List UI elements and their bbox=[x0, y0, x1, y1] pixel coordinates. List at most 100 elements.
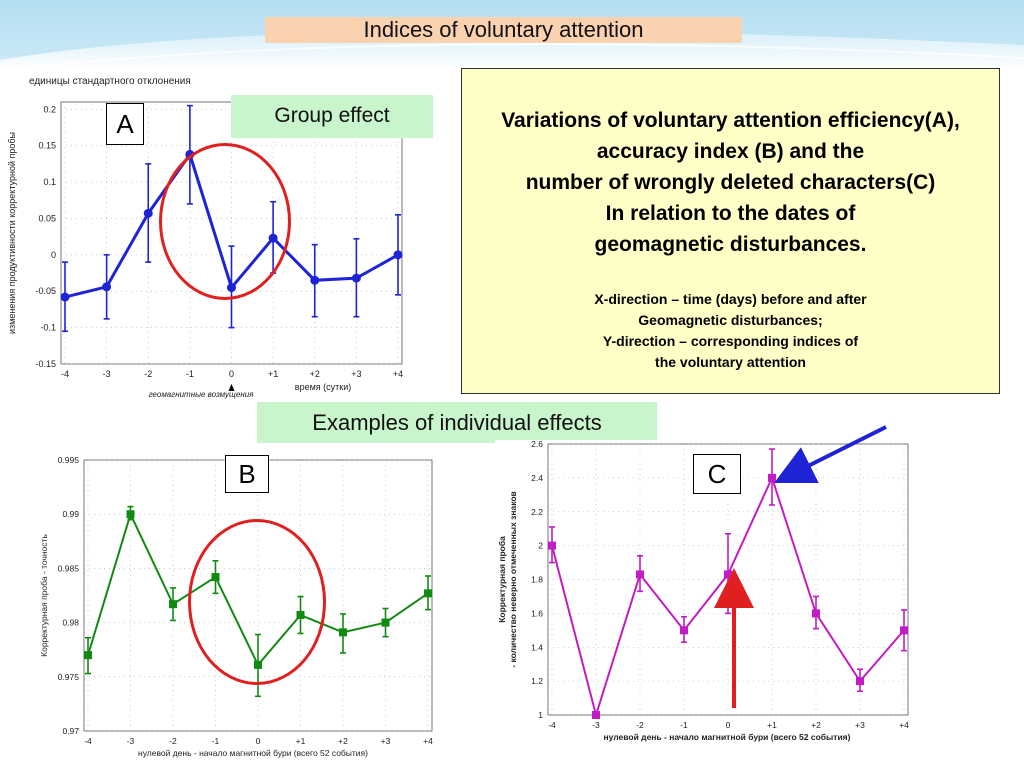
chart-c-ytick-label: 1.2 bbox=[531, 676, 543, 686]
chart-a-ytick-label: 0.2 bbox=[43, 104, 56, 114]
highlight-ellipse-a bbox=[159, 143, 291, 300]
chart-c-ytick-label: 2.4 bbox=[531, 473, 543, 483]
chart-a-point bbox=[393, 250, 403, 260]
chart-b-ytick-label: 0.98 bbox=[62, 618, 79, 628]
panel-letter-b: B bbox=[225, 455, 269, 493]
chart-c-ylabel: Корректурная проба bbox=[497, 536, 507, 623]
info-box: Variations of voluntary attention effici… bbox=[461, 68, 1000, 394]
chart-a-ytick-label: -0.1 bbox=[40, 323, 56, 333]
chart-c-ytick-label: 2.6 bbox=[531, 439, 543, 449]
chart-c-point bbox=[592, 711, 600, 719]
chart-b-point bbox=[126, 510, 135, 519]
chart-c-xtick-label: +4 bbox=[899, 720, 909, 730]
blue-arrow bbox=[774, 425, 887, 483]
chart-a-ytick-label: 0 bbox=[51, 250, 56, 260]
chart-a-ytick-label: 0.15 bbox=[38, 141, 56, 151]
individual-effects-label: Examples of individual effects bbox=[257, 402, 657, 443]
chart-b-point bbox=[169, 600, 177, 609]
chart-c-xtick-label: +1 bbox=[767, 720, 777, 730]
chart-a-ytick-label: -0.05 bbox=[35, 286, 56, 296]
highlight-ellipse-b bbox=[188, 519, 326, 685]
chart-b-point bbox=[84, 651, 92, 660]
chart-a-xtick-label: +1 bbox=[268, 369, 278, 379]
chart-a-xlabel: время (сутки) bbox=[295, 382, 351, 392]
info-note-line-4: the voluntary attention bbox=[655, 354, 806, 370]
chart-c-point bbox=[636, 570, 644, 579]
chart-c-ytick-label: 1.4 bbox=[531, 642, 543, 652]
chart-c-ytick-label: 2 bbox=[538, 541, 543, 551]
chart-c-point bbox=[856, 677, 864, 686]
chart-c-point bbox=[548, 541, 556, 550]
chart-b-ylabel: Корректурная проба - точность bbox=[39, 534, 49, 657]
info-main-line-5: geomagnetic disturbances. bbox=[594, 233, 867, 256]
chart-a-xtick-label: -1 bbox=[186, 369, 194, 379]
chart-a-xtick-label: -2 bbox=[144, 369, 152, 379]
chart-a-point bbox=[143, 208, 153, 218]
chart-a-xtick-label: 0 bbox=[229, 369, 234, 379]
chart-b-xtick-label: +2 bbox=[338, 736, 348, 746]
chart-a-ylabel: изменения продуктивности корректурной пр… bbox=[7, 132, 17, 334]
chart-c-xtick-label: +2 bbox=[811, 720, 821, 730]
chart-c-point bbox=[812, 609, 820, 618]
chart-c-point bbox=[680, 626, 688, 635]
chart-b-ytick-label: 0.99 bbox=[62, 509, 79, 519]
chart-c-ylabel-2: - количество неверно отмеченных знаков bbox=[508, 491, 518, 668]
chart-b-xtick-label: 0 bbox=[256, 736, 261, 746]
chart-b-xtick-label: +3 bbox=[381, 736, 391, 746]
chart-b-ytick-label: 0.995 bbox=[58, 455, 80, 465]
chart-c-xtick-label: -2 bbox=[636, 720, 644, 730]
chart-a-xtick-label: +2 bbox=[310, 369, 320, 379]
chart-a-xtick-label: +3 bbox=[351, 369, 361, 379]
chart-a-ytick-label: 0.1 bbox=[43, 177, 56, 187]
chart-b-ytick-label: 0.985 bbox=[58, 563, 80, 573]
info-note-line-2: Geomagnetic disturbances; bbox=[638, 312, 823, 328]
chart-a-ytick-label: 0.05 bbox=[38, 213, 56, 223]
chart-a-point bbox=[310, 275, 320, 285]
chart-a-x-annotation: геомагнитные возмущения bbox=[149, 390, 255, 399]
info-main-line-4: In relation to the dates of bbox=[605, 202, 856, 225]
chart-c-point bbox=[768, 473, 776, 482]
chart-c-ytick-label: 1.6 bbox=[531, 608, 543, 618]
chart-a-xtick-label: +4 bbox=[393, 369, 403, 379]
panel-letter-a: A bbox=[106, 103, 144, 145]
chart-b-xtick-label: +1 bbox=[296, 736, 306, 746]
chart-c-ytick-label: 1 bbox=[538, 710, 543, 720]
chart-a-xtick-label: -3 bbox=[103, 369, 111, 379]
chart-b-ytick-label: 0.97 bbox=[62, 726, 79, 736]
info-note-line-3: Y-direction – corresponding indices of bbox=[602, 333, 859, 349]
chart-b-xtick-label: -4 bbox=[84, 736, 92, 746]
chart-b-point bbox=[339, 628, 347, 637]
chart-a-title: единицы стандартного отклонения bbox=[29, 76, 191, 87]
chart-b-point bbox=[424, 589, 432, 598]
panel-letter-c: C bbox=[693, 454, 741, 494]
chart-c-panel: 1 1.2 1.4 1.6 1.8 2 2.2 2.4 2.6 -4 -3 -2 -1 0 +1 +2 +3 +4… bbox=[495, 439, 915, 766]
chart-a-xtick-label: -4 bbox=[61, 369, 69, 379]
info-main-line-1: Variations of voluntary attention effici… bbox=[501, 109, 960, 132]
chart-b-xtick-label: -2 bbox=[169, 736, 177, 746]
chart-c-point bbox=[900, 626, 908, 635]
group-effect-label: Group effect bbox=[231, 95, 433, 138]
info-note-line-1: X-direction – time (days) before and aft… bbox=[594, 291, 867, 307]
chart-a-point bbox=[102, 282, 112, 292]
chart-a-point bbox=[351, 273, 361, 283]
chart-b-xtick-label: -1 bbox=[212, 736, 220, 746]
chart-c-xtick-label: -4 bbox=[548, 720, 556, 730]
chart-a-point bbox=[60, 292, 70, 302]
chart-c-xtick-label: +3 bbox=[855, 720, 865, 730]
chart-b-ytick-label: 0.975 bbox=[58, 672, 80, 682]
chart-b-point bbox=[381, 618, 390, 627]
info-main-line-2: accuracy index (B) and the bbox=[596, 140, 865, 163]
chart-c-xlabel: нулевой день - начало магнитной бури (вс… bbox=[604, 732, 851, 742]
chart-a-ytick-label: -0.15 bbox=[35, 359, 56, 369]
chart-a-zero-marker bbox=[228, 384, 235, 391]
chart-c-ytick-label: 2.2 bbox=[531, 507, 543, 517]
chart-c-xtick-label: -3 bbox=[592, 720, 600, 730]
info-main-line-3: number of wrongly deleted characters(C) bbox=[525, 171, 936, 194]
chart-c-xtick-label: 0 bbox=[726, 720, 731, 730]
slide-title: Indices of voluntary attention bbox=[265, 17, 742, 43]
chart-c-xtick-label: -1 bbox=[680, 720, 688, 730]
chart-b-xtick-label: -3 bbox=[127, 736, 135, 746]
chart-b-xtick-label: +4 bbox=[423, 736, 433, 746]
chart-c-ytick-label: 1.8 bbox=[531, 575, 543, 585]
